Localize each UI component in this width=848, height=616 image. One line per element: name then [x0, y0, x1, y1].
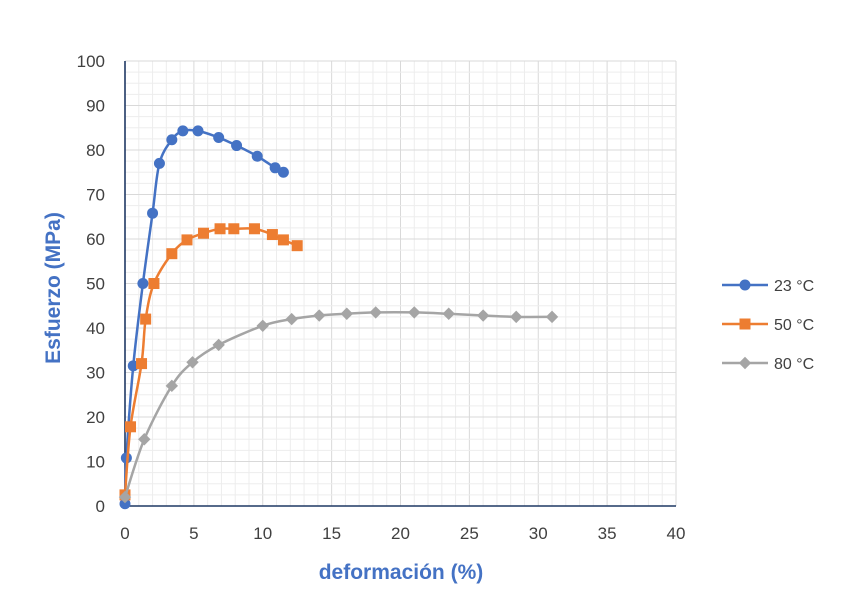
x-tick-label: 30 — [529, 524, 548, 543]
data-point — [181, 234, 193, 246]
data-point — [127, 360, 139, 372]
data-point — [125, 421, 137, 433]
y-tick-label: 50 — [86, 275, 105, 294]
y-tick-label: 30 — [86, 364, 105, 383]
data-point — [277, 234, 289, 246]
y-tick-label: 0 — [96, 497, 105, 516]
data-point — [266, 229, 278, 241]
x-axis-title: deformación (%) — [319, 561, 484, 584]
legend-marker — [739, 318, 751, 330]
series-2 — [118, 306, 559, 504]
data-point — [369, 306, 382, 319]
data-point — [408, 306, 421, 319]
data-point — [138, 433, 151, 446]
legend: 23 °C 50 °C 80 °C — [722, 278, 814, 373]
x-tick-label: 20 — [391, 524, 410, 543]
legend-label: 50 °C — [774, 317, 814, 334]
axes — [124, 61, 676, 507]
legend-item: 80 °C — [722, 356, 814, 373]
data-point — [340, 307, 353, 320]
data-point — [213, 132, 225, 144]
data-point — [177, 125, 189, 137]
y-tick-label: 40 — [86, 319, 105, 338]
y-tick-label: 90 — [86, 97, 105, 116]
x-tick-label: 10 — [253, 524, 272, 543]
legend-marker — [739, 279, 751, 291]
x-tick-label: 5 — [189, 524, 198, 543]
y-tick-label: 10 — [86, 453, 105, 472]
data-point — [186, 356, 199, 369]
data-point — [256, 319, 269, 332]
grid — [124, 60, 677, 507]
data-point — [231, 140, 243, 152]
data-point — [212, 338, 225, 352]
y-tick-label: 20 — [86, 408, 105, 427]
legend-item: 23 °C — [722, 278, 814, 295]
data-point — [510, 310, 523, 324]
y-tick-label: 100 — [77, 52, 105, 71]
data-point — [148, 278, 160, 289]
data-point — [137, 278, 149, 289]
x-tick-label: 35 — [598, 524, 617, 543]
legend-item: 50 °C — [722, 317, 814, 334]
data-point — [313, 309, 326, 322]
legend-label: 80 °C — [774, 356, 814, 373]
legend-label: 23 °C — [774, 278, 814, 295]
y-axis-title: Esfuerzo (MPa) — [42, 212, 65, 364]
data-point — [136, 358, 148, 370]
data-point — [248, 223, 260, 235]
data-point — [192, 125, 204, 137]
series-line — [123, 311, 553, 498]
series — [118, 125, 559, 510]
data-point — [166, 248, 178, 260]
y-tick-label: 70 — [86, 186, 105, 205]
series-0 — [119, 125, 289, 510]
data-point — [118, 490, 132, 504]
data-point — [140, 313, 152, 325]
x-tick-label: 25 — [460, 524, 479, 543]
data-point — [291, 240, 303, 252]
data-point — [545, 310, 559, 324]
data-point — [476, 309, 490, 322]
x-tick-label: 40 — [667, 524, 686, 543]
data-point — [251, 150, 263, 162]
data-point — [166, 134, 178, 146]
data-point — [165, 379, 179, 393]
data-point — [119, 498, 131, 510]
tick-labels: 0 5 10 15 20 25 30 35 40 0 10 20 30 40 50 60 70 80 90 100 — [77, 52, 686, 543]
data-point — [277, 166, 289, 178]
data-point — [153, 157, 165, 169]
legend-marker — [738, 356, 752, 370]
data-point — [147, 207, 159, 219]
data-point — [214, 223, 226, 235]
data-point — [285, 312, 298, 326]
y-tick-label: 80 — [86, 141, 105, 160]
data-point — [442, 307, 455, 320]
data-point — [228, 223, 240, 235]
x-tick-label: 0 — [120, 524, 129, 543]
x-tick-label: 15 — [322, 524, 341, 543]
data-point — [198, 227, 210, 239]
data-point — [269, 162, 281, 174]
y-tick-label: 60 — [86, 230, 105, 249]
